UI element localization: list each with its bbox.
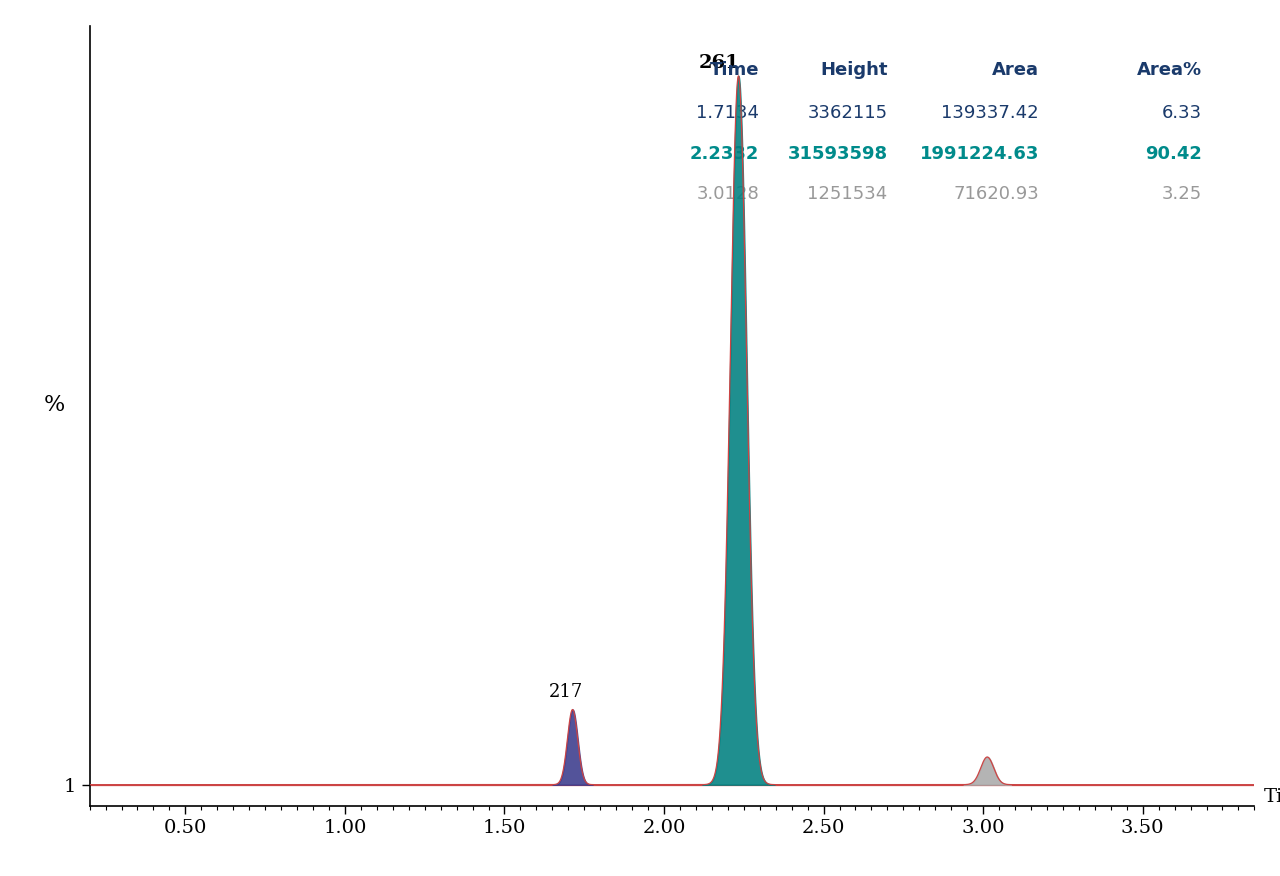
Text: 1.7134: 1.7134 <box>696 104 759 123</box>
Text: 261: 261 <box>699 54 740 73</box>
Text: 3.0128: 3.0128 <box>696 186 759 203</box>
Text: 1251534: 1251534 <box>808 186 887 203</box>
Text: 90.42: 90.42 <box>1146 145 1202 163</box>
Text: Time: Time <box>710 61 759 80</box>
Text: 31593598: 31593598 <box>787 145 887 163</box>
Text: 6.33: 6.33 <box>1162 104 1202 123</box>
Text: Area%: Area% <box>1137 61 1202 80</box>
Text: Time: Time <box>1263 788 1280 806</box>
Text: 2.2332: 2.2332 <box>690 145 759 163</box>
Text: 1991224.63: 1991224.63 <box>919 145 1039 163</box>
Y-axis label: %: % <box>44 394 65 416</box>
Text: 139337.42: 139337.42 <box>941 104 1039 123</box>
Text: 3362115: 3362115 <box>808 104 887 123</box>
Text: 71620.93: 71620.93 <box>954 186 1039 203</box>
Text: 217: 217 <box>549 683 584 701</box>
Text: Area: Area <box>992 61 1039 80</box>
Text: Height: Height <box>820 61 887 80</box>
Text: 3.25: 3.25 <box>1162 186 1202 203</box>
